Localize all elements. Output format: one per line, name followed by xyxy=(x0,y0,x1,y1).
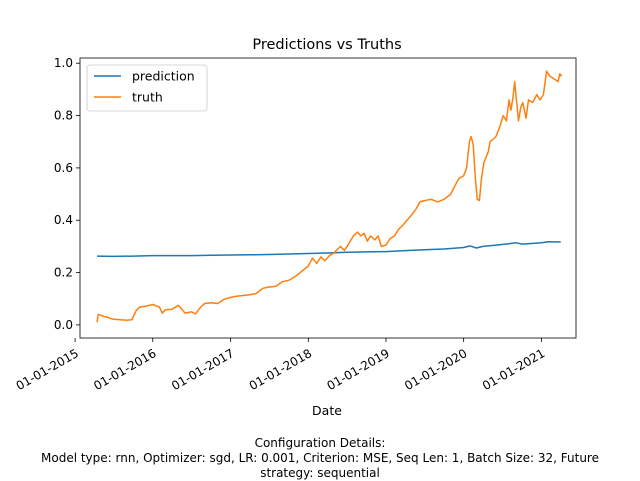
configuration-caption: Configuration Details: Model type: rnn, … xyxy=(0,436,640,481)
y-tick-label: 0.6 xyxy=(54,161,73,175)
series-layer xyxy=(96,70,563,323)
y-tick-label: 1.0 xyxy=(54,56,73,70)
y-tick-label: 0.8 xyxy=(54,109,73,123)
chart-title: Predictions vs Truths xyxy=(252,37,401,53)
legend-label-prediction: prediction xyxy=(132,69,195,84)
x-tick-label: 01-01-2019 xyxy=(324,346,391,393)
y-tick-label: 0.2 xyxy=(54,266,73,280)
y-tick-label: 0.0 xyxy=(54,318,73,332)
x-tick-label: 01-01-2021 xyxy=(480,346,547,393)
x-tick-label: 01-01-2018 xyxy=(247,346,314,393)
series-line-truth xyxy=(96,70,563,323)
caption-line-1: Configuration Details: xyxy=(254,436,386,450)
line-chart: Predictions vs Truths 01-01-2015 01-01-20… xyxy=(14,37,577,418)
legend-label-truth: truth xyxy=(132,90,163,105)
series-line-prediction xyxy=(96,240,561,258)
caption-line-2: Model type: rnn, Optimizer: sgd, LR: 0.0… xyxy=(41,451,599,465)
x-tick-label: 01-01-2015 xyxy=(14,346,81,393)
x-tick-label: 01-01-2017 xyxy=(169,346,236,393)
plot-frame xyxy=(79,57,577,339)
legend: prediction truth xyxy=(86,64,208,112)
x-axis-label: Date xyxy=(312,403,342,418)
y-tick-label: 0.4 xyxy=(54,213,73,227)
caption-line-3: strategy: sequential xyxy=(260,466,380,480)
x-tick-label: 01-01-2020 xyxy=(402,346,469,393)
x-tick-label: 01-01-2016 xyxy=(91,346,158,393)
